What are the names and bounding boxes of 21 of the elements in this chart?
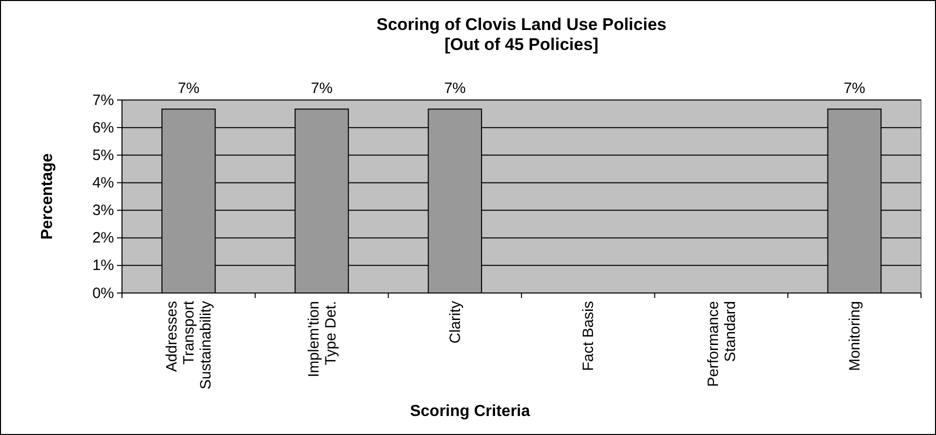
y-tick-label: 7% xyxy=(92,92,114,109)
y-axis-title: Percentage xyxy=(39,153,56,240)
x-axis-title: Scoring Criteria xyxy=(410,403,530,420)
data-label: 7% xyxy=(310,80,333,98)
y-tick-label: 6% xyxy=(92,119,114,136)
x-tick-label: Addresses Transport Sustainability xyxy=(164,300,215,390)
y-tick-label: 4% xyxy=(92,174,114,192)
x-tick-label: Performance Standard xyxy=(704,301,739,387)
y-tick-label: 0% xyxy=(92,284,114,302)
y-tick-label: 1% xyxy=(92,257,114,274)
x-tick-label: Clarity xyxy=(446,300,464,344)
x-tick-label: Monitoring xyxy=(846,301,864,372)
y-tick-label: 5% xyxy=(92,146,114,164)
y-tick-label: 3% xyxy=(92,202,114,220)
y-tick-label: 2% xyxy=(92,230,114,247)
data-label: 7% xyxy=(844,80,866,98)
x-tick-label: Implem'tion Type Det. xyxy=(305,301,340,378)
data-label: 7% xyxy=(178,80,200,98)
x-tick-label: Fact Basis xyxy=(580,301,598,372)
data-label: 7% xyxy=(444,80,466,98)
chart-title: Scoring of Clovis Land Use Policies [Out of 45 Policies] xyxy=(376,15,667,54)
